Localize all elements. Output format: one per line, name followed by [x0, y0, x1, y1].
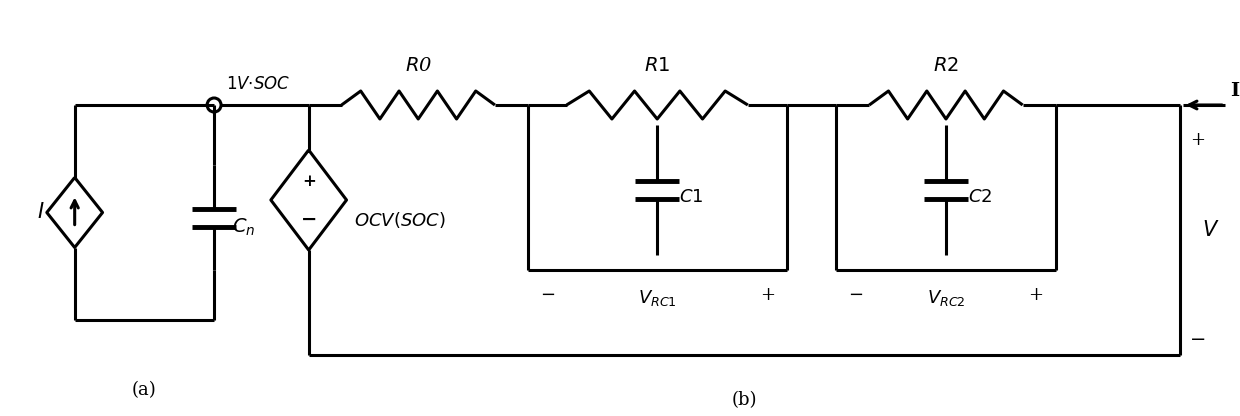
Text: $R1$: $R1$ [644, 57, 671, 75]
Text: (a): (a) [131, 381, 156, 399]
Text: $R2$: $R2$ [932, 57, 959, 75]
Text: $C2$: $C2$ [968, 188, 992, 206]
Text: +: + [301, 173, 316, 191]
Text: −: − [1189, 331, 1207, 349]
Text: +: + [1028, 286, 1044, 304]
Text: $I$: $I$ [37, 203, 45, 223]
Text: $V_{RC1}$: $V_{RC1}$ [637, 288, 677, 308]
Text: $R$0: $R$0 [404, 57, 432, 75]
Text: (b): (b) [732, 391, 758, 409]
Text: +: + [1190, 131, 1205, 149]
Text: −: − [539, 286, 554, 304]
Text: +: + [760, 286, 775, 304]
Text: $C1$: $C1$ [680, 188, 703, 206]
Text: $OCV(SOC)$: $OCV(SOC)$ [355, 210, 446, 230]
Text: $C_n$: $C_n$ [232, 217, 255, 238]
Text: $1V{\cdot}SOC$: $1V{\cdot}SOC$ [226, 76, 290, 93]
Text: $V$: $V$ [1202, 220, 1219, 240]
Text: $V_{RC2}$: $V_{RC2}$ [926, 288, 965, 308]
Text: −: − [300, 211, 317, 229]
Text: −: − [848, 286, 863, 304]
Text: I: I [1230, 82, 1239, 100]
